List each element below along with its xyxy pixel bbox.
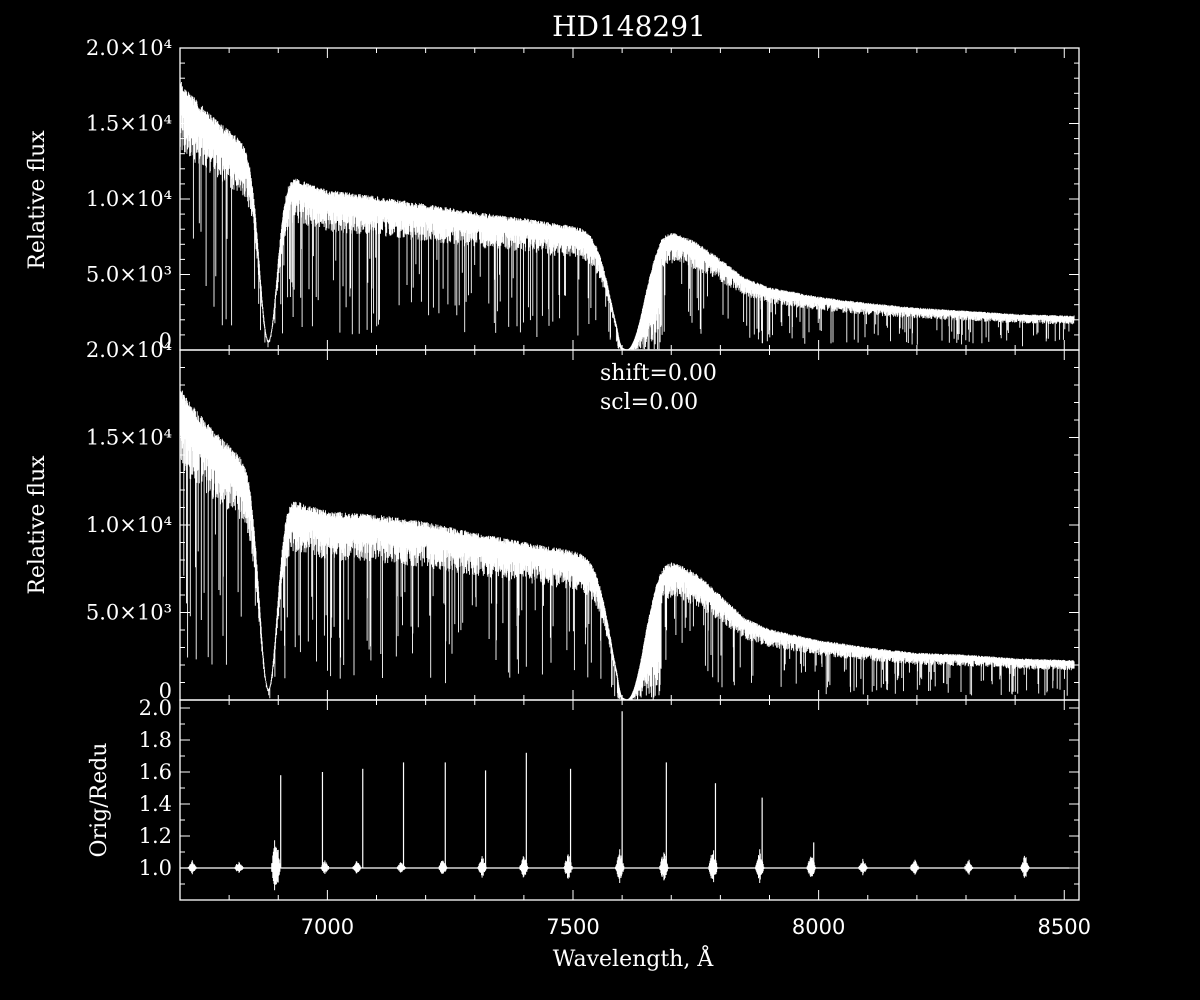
- top-spectrum-line: [179, 82, 1075, 350]
- ratio-blip: [909, 859, 920, 875]
- y-tick-label: 1.5×10⁴: [86, 426, 172, 450]
- y-tick-label: 2.0×10⁴: [86, 36, 172, 60]
- y-tick-label: 1.5×10⁴: [86, 112, 172, 136]
- y-tick-label: 0: [159, 329, 172, 353]
- x-tick-label: 7500: [546, 915, 599, 939]
- top-flux-panel: 0 5.0×10³ 1.0×10⁴ 1.5×10⁴ 2.0×10⁴: [86, 36, 1080, 353]
- y-tick-label: 1.0×10⁴: [86, 187, 172, 211]
- y-tick-label: 1.6: [139, 760, 172, 784]
- chart-title: HD148291: [552, 10, 706, 43]
- ratio-blip: [234, 861, 244, 873]
- ratio-blip: [352, 861, 362, 874]
- y-tick-label: 1.0×10⁴: [86, 513, 172, 537]
- middle-flux-panel: 0 5.0×10³ 1.0×10⁴ 1.5×10⁴ 2.0×10⁴: [86, 338, 1080, 703]
- y-tick-label: 2.0: [139, 696, 172, 720]
- y-tick-label: 1.0: [139, 856, 172, 880]
- ratio-blip: [1020, 855, 1030, 878]
- y-tick-label: 1.8: [139, 728, 172, 752]
- bottom-plot-frame: [179, 699, 1080, 901]
- scale-annotation: scl=0.00: [600, 390, 698, 415]
- shift-annotation: shift=0.00: [600, 361, 717, 386]
- y-tick-label: 5.0×10³: [86, 601, 172, 625]
- ratio-blip: [963, 859, 974, 875]
- y-tick-label: 1.2: [139, 824, 172, 848]
- y-tick-label: 0: [159, 679, 172, 703]
- top-y-axis-label: Relative flux: [25, 130, 50, 270]
- ratio-blip: [271, 840, 281, 891]
- ratio-panel: 1.0 1.2 1.4 1.6 1.8 2.0 7000 7500 8000 8500: [139, 696, 1091, 939]
- x-tick-label: 8500: [1038, 915, 1091, 939]
- x-tick-label: 8000: [792, 915, 845, 939]
- ratio-blip: [858, 858, 868, 876]
- y-tick-label: 2.0×10⁴: [86, 338, 172, 362]
- middle-spectrum-line: [179, 390, 1075, 700]
- y-tick-label: 1.4: [139, 792, 172, 816]
- ratio-blip: [187, 860, 197, 875]
- y-tick-label: 5.0×10³: [86, 263, 172, 287]
- bottom-y-axis-label: Orig/Redu: [87, 743, 112, 858]
- x-tick-label: 7000: [301, 915, 354, 939]
- middle-y-axis-label: Relative flux: [25, 455, 50, 595]
- x-axis-label: Wavelength, Å: [553, 944, 715, 972]
